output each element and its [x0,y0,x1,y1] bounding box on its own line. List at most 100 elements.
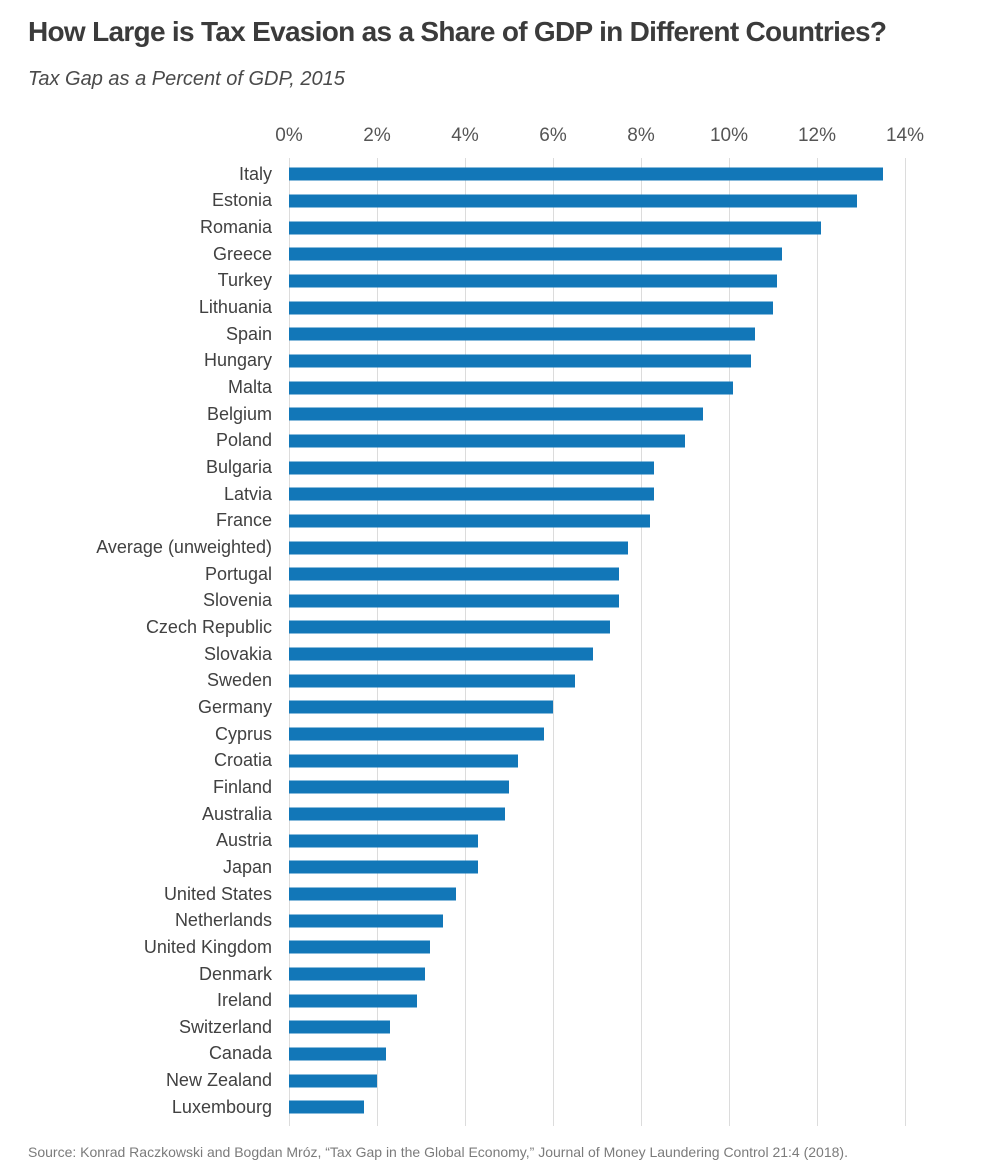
bar [289,1100,364,1114]
bar [289,914,443,928]
chart-row: Turkey [0,268,1000,295]
chart-row: Belgium [0,401,1000,428]
category-label: Slovenia [202,590,272,611]
x-axis-tick: 14% [885,125,925,146]
chart-row: Luxembourg [0,1094,1000,1121]
bar [289,834,479,848]
bar [289,301,773,315]
x-axis-tick: 2% [363,125,391,146]
bar [289,567,619,581]
category-label: Finland [212,776,272,797]
bar [289,354,751,368]
category-label: Denmark [198,963,272,984]
bar [289,994,417,1008]
bar [289,514,650,528]
chart-row: Romania [0,214,1000,241]
bar [289,887,457,901]
bar [289,727,545,741]
category-label: Hungary [203,350,272,371]
chart-row: Cyprus [0,721,1000,748]
bar [289,407,703,421]
category-label: United Kingdom [143,936,272,957]
chart-row: Austria [0,827,1000,854]
chart-row: Canada [0,1041,1000,1068]
category-label: Australia [201,803,272,824]
x-axis-tick: 4% [451,125,479,146]
bar [289,780,509,794]
chart-row: Italy [0,161,1000,188]
bar [289,221,822,235]
category-label: Ireland [216,990,272,1011]
chart-row: Germany [0,694,1000,721]
chart-row: Ireland [0,987,1000,1014]
x-axis-tick: 6% [539,125,567,146]
bar [289,167,883,181]
chart-row: Estonia [0,188,1000,215]
bar [289,700,553,714]
chart-rows: Italy Estonia Romania Greece Turkey Lithuania… [0,161,1000,1121]
chart-row: Poland [0,428,1000,455]
category-label: Japan [222,856,272,877]
bar [289,674,575,688]
category-label: United States [163,883,272,904]
bar [289,594,619,608]
x-axis-tick: 8% [627,125,655,146]
category-label: Belgium [206,403,272,424]
source-note: Source: Konrad Raczkowski and Bogdan Mró… [28,1144,848,1160]
chart-row: Average (unweighted) [0,534,1000,561]
bar [289,620,611,634]
chart-row: France [0,508,1000,535]
category-label: Cyprus [214,723,272,744]
chart-row: Netherlands [0,907,1000,934]
x-axis-tick: 12% [797,125,837,146]
bar [289,754,518,768]
chart-row: Denmark [0,961,1000,988]
chart-row: Czech Republic [0,614,1000,641]
bar [289,860,479,874]
chart-row: Japan [0,854,1000,881]
bar [289,1020,391,1034]
bar [289,1074,377,1088]
category-label: Turkey [217,270,272,291]
bar [289,461,655,475]
category-label: Latvia [223,483,272,504]
category-label: Czech Republic [145,616,272,637]
chart-subtitle: Tax Gap as a Percent of GDP, 2015 [28,68,345,90]
chart-row: United States [0,881,1000,908]
bar [289,194,857,208]
bar [289,541,628,555]
x-axis: 0% 2% 4% 6% 8% 10% 12% 14% [0,121,1000,151]
category-label: Poland [215,430,272,451]
category-label: Estonia [211,190,272,211]
chart-row: United Kingdom [0,934,1000,961]
category-label: Croatia [213,750,272,771]
chart-row: Finland [0,774,1000,801]
chart-row: Greece [0,241,1000,268]
chart-row: Croatia [0,747,1000,774]
chart-title: How Large is Tax Evasion as a Share of G… [28,16,887,47]
bar [289,274,778,288]
x-axis-tick: 0% [275,125,303,146]
chart-row: Sweden [0,667,1000,694]
bar [289,487,655,501]
category-label: Lithuania [198,297,272,318]
category-label: Sweden [206,670,272,691]
chart-row: Switzerland [0,1014,1000,1041]
chart-row: Australia [0,801,1000,828]
chart-row: Slovenia [0,588,1000,615]
category-label: Malta [227,377,272,398]
chart-row: Lithuania [0,294,1000,321]
category-label: Greece [212,243,272,264]
category-label: Romania [199,217,272,238]
bar [289,967,426,981]
category-label: Canada [208,1043,272,1064]
chart-row: Hungary [0,348,1000,375]
chart-row: New Zealand [0,1067,1000,1094]
category-label: Germany [197,696,272,717]
chart-row: Slovakia [0,641,1000,668]
bar [289,807,505,821]
bar [289,434,685,448]
category-label: Luxembourg [171,1096,272,1117]
bar [289,647,593,661]
